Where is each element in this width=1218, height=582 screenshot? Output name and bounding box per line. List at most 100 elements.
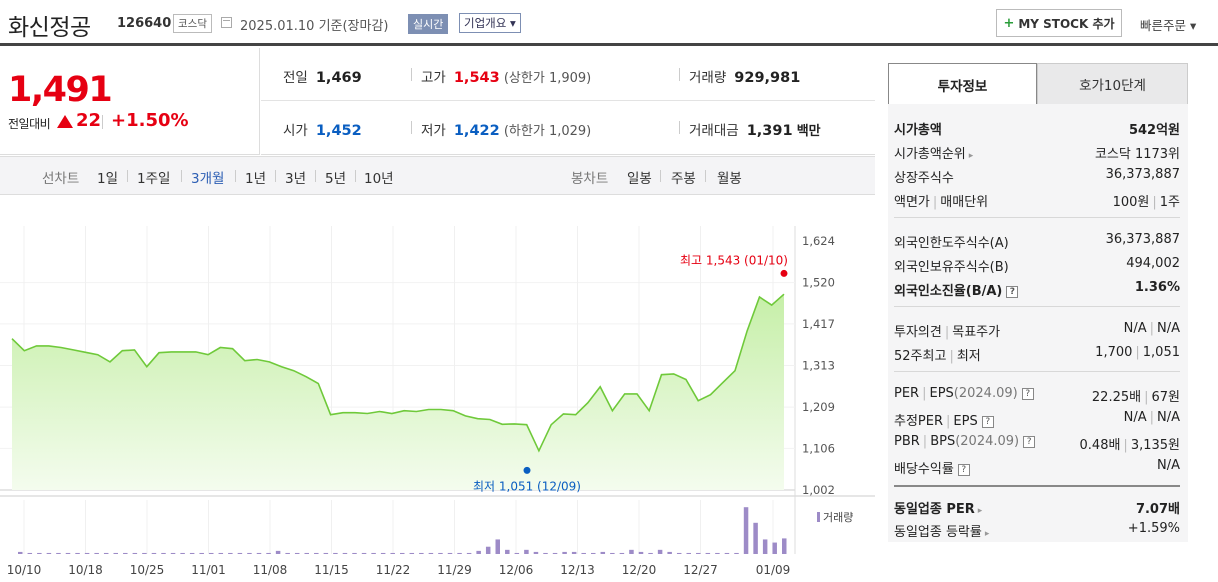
calendar-icon	[221, 17, 232, 28]
volume-bar	[18, 551, 23, 554]
volume-bar	[610, 552, 615, 554]
volume-bar	[466, 552, 472, 554]
volume-bar	[495, 539, 500, 554]
x-tick-label: 11/01	[191, 563, 226, 577]
volume-bar	[419, 552, 424, 554]
open-price: 시가 1,452	[283, 123, 362, 139]
volume-bar	[56, 552, 61, 554]
volume-bar	[294, 552, 300, 554]
dividend-row: 배당수익률? N/A	[894, 458, 1180, 477]
low-marker	[523, 466, 531, 474]
period-10y[interactable]: 10년	[364, 171, 394, 187]
market-cap-rank-row[interactable]: 시가총액순위 ▸ 코스닥 1173위	[894, 147, 1180, 162]
volume-bar	[400, 552, 405, 554]
volume-bar	[734, 552, 739, 554]
volume-bar	[380, 552, 386, 554]
volume-bar	[657, 549, 663, 554]
volume-bar	[686, 552, 691, 554]
volume-legend-label: 거래량	[823, 511, 853, 524]
x-tick-label: 11/08	[253, 563, 288, 577]
volume-bar	[237, 552, 243, 554]
quick-order-dropdown[interactable]: 빠른주문 ▾	[1140, 18, 1197, 33]
help-icon[interactable]: ?	[1006, 286, 1019, 298]
volume-bar	[648, 552, 653, 554]
volume-bar	[562, 551, 567, 554]
price-chart-svg: 1,624 1,520 1,417 1,313 1,209 1,106 1,002 10/10…	[0, 226, 875, 577]
volume-bar	[552, 552, 558, 554]
sector-per-row[interactable]: 동일업종 PER ▸ 7.07배	[894, 502, 1180, 517]
divider	[181, 170, 182, 182]
volume-bar	[514, 552, 520, 554]
help-icon[interactable]: ?	[1023, 436, 1036, 448]
volume-bar	[753, 522, 758, 554]
up-triangle-icon	[57, 115, 73, 128]
volume-bar	[142, 552, 147, 554]
market-cap-row: 시가총액 542억원	[894, 123, 1180, 138]
caret-right-icon: ▸	[977, 506, 983, 516]
volume-bar	[65, 552, 71, 554]
foreign-hold-row: 외국인보유주식수(B) 494,002	[894, 256, 1180, 275]
realtime-button[interactable]: 실시간	[408, 14, 449, 34]
current-price-panel: 1,491 전일대비 22 +1.50%	[0, 48, 260, 155]
price-line	[11, 293, 785, 453]
volume-bar	[762, 539, 768, 554]
x-tick-label: 11/29	[437, 563, 472, 577]
help-icon[interactable]: ?	[957, 464, 970, 476]
volume-bar	[667, 551, 672, 554]
low-annotation: 최저 1,051 (12/09)	[473, 479, 581, 493]
stock-header: 화신정공 126640 코스닥 2025.01.10 기준(장마감) 실시간 기…	[0, 0, 1218, 46]
volume-bar	[247, 552, 252, 554]
divider	[679, 121, 680, 134]
volume-bar	[591, 552, 596, 554]
volume-bar	[543, 552, 548, 554]
volume-bar	[266, 552, 271, 554]
volume-legend-swatch	[817, 512, 820, 522]
period-3y[interactable]: 3년	[285, 171, 307, 187]
tab-investment-info[interactable]: 투자정보	[888, 63, 1037, 105]
prev-compare-label: 전일대비	[8, 117, 51, 131]
volume-bar	[113, 552, 118, 554]
volume-bar	[571, 551, 577, 554]
divider	[235, 170, 236, 182]
period-3m[interactable]: 3개월	[191, 171, 225, 187]
tab-order-book[interactable]: 호가10단계	[1037, 63, 1188, 104]
add-my-stock-label: MY STOCK 추가	[1018, 16, 1115, 31]
volume-bar	[27, 552, 33, 554]
volume-bar	[123, 552, 128, 554]
price-stats: 전일 1,469 고가 1,543 (상한가 1,909) 거래량 929,981 시…	[261, 48, 875, 155]
help-icon[interactable]: ?	[981, 416, 994, 428]
period-1d[interactable]: 1일	[97, 171, 119, 187]
x-tick-label: 12/13	[560, 563, 595, 577]
volume-bar	[170, 552, 176, 554]
candle-monthly[interactable]: 월봉	[717, 171, 742, 187]
divider	[894, 371, 1180, 372]
volume-bar	[371, 552, 376, 554]
investment-info-table: 시가총액 542억원 시가총액순위 ▸ 코스닥 1173위 상장주식수 36,373,…	[888, 104, 1188, 542]
y-tick-label: 1,520	[802, 276, 835, 290]
week52-row: 52주최고 | 최저 1,700 | 1,051	[894, 345, 1180, 364]
divider	[894, 217, 1180, 218]
volume-bar	[285, 552, 290, 554]
company-info-dropdown[interactable]: 기업개요 ▾	[459, 13, 521, 33]
volume-bar	[782, 538, 787, 554]
volume-bar	[428, 552, 434, 554]
chart-controls: 선차트 1일 1주일 3개월 1년 3년 5년 10년 봉차트 일봉 주봉 월봉	[0, 156, 875, 195]
volume-bar	[228, 552, 233, 554]
current-price: 1,491	[8, 70, 113, 110]
volume-bar	[180, 552, 185, 554]
period-1w[interactable]: 1주일	[137, 171, 171, 187]
y-tick-label: 1,313	[802, 359, 835, 373]
add-my-stock-button[interactable]: + MY STOCK 추가	[996, 9, 1122, 37]
help-icon[interactable]: ?	[1021, 388, 1034, 400]
volume-bar	[390, 552, 395, 554]
price-change-pct: +1.50%	[111, 110, 189, 131]
candle-weekly[interactable]: 주봉	[671, 171, 696, 187]
sector-rate-row[interactable]: 동일업종 등락률 ▸ +1.59%	[894, 521, 1180, 540]
period-1y[interactable]: 1년	[245, 171, 267, 187]
prev-close: 전일 1,469	[283, 70, 362, 86]
volume-bar	[696, 552, 701, 554]
period-5y[interactable]: 5년	[325, 171, 347, 187]
face-value-row: 액면가 | 매매단위 100원 | 1주	[894, 195, 1180, 210]
price-area	[12, 294, 784, 490]
candle-daily[interactable]: 일봉	[627, 171, 652, 187]
